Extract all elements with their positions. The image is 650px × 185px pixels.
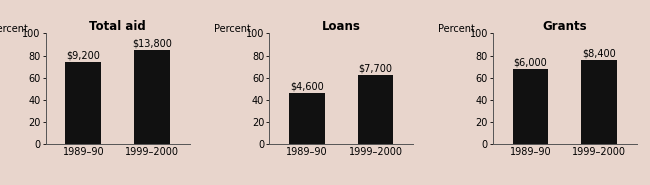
Text: $7,700: $7,700 (359, 64, 393, 74)
Text: Percent: Percent (0, 24, 27, 34)
Title: Grants: Grants (543, 20, 587, 33)
Bar (513, 69, 549, 144)
Bar (66, 62, 101, 144)
Text: $8,400: $8,400 (582, 48, 616, 58)
Text: $6,000: $6,000 (514, 57, 547, 67)
Bar (134, 50, 170, 144)
Bar (581, 60, 617, 144)
Text: $13,800: $13,800 (132, 38, 172, 48)
Bar (358, 75, 393, 144)
Title: Loans: Loans (322, 20, 361, 33)
Bar (289, 93, 325, 144)
Text: $9,200: $9,200 (66, 51, 100, 60)
Text: $4,600: $4,600 (290, 82, 324, 92)
Title: Total aid: Total aid (89, 20, 146, 33)
Text: Percent: Percent (214, 24, 251, 34)
Text: Percent: Percent (438, 24, 474, 34)
